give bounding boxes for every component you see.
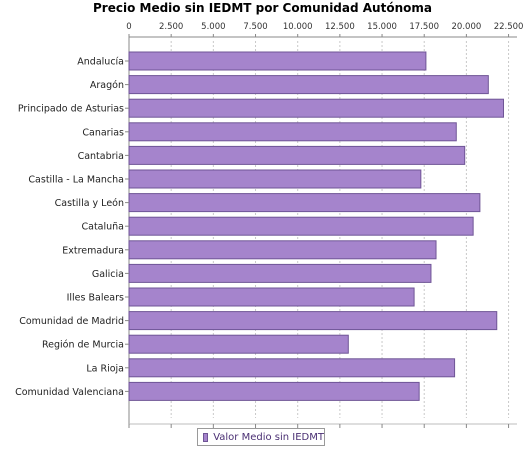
category-label: Castilla y León [55, 198, 124, 209]
chart-title: Precio Medio sin IEDMT por Comunidad Aut… [93, 1, 432, 15]
category-label: Illes Balears [67, 293, 124, 304]
bar [128, 98, 505, 118]
category-label: La Rioja [86, 363, 124, 374]
category-label: Andalucía [77, 57, 124, 68]
category-label: Comunidad de Madrid [19, 316, 124, 327]
x-tick-label: 2.500 [159, 22, 183, 32]
x-tick-label: 15.000 [367, 22, 397, 32]
x-tick-label: 7.500 [243, 22, 267, 32]
bar [128, 381, 420, 401]
bar [128, 216, 474, 236]
x-tick-label: 20.000 [452, 22, 482, 32]
bar [128, 240, 437, 260]
legend-swatch [203, 432, 209, 442]
bar [128, 193, 481, 213]
x-tick-label: 0 [126, 22, 131, 32]
x-tick-label: 12.500 [325, 22, 355, 32]
legend-label: Valor Medio sin IEDMT [213, 431, 324, 443]
category-label: Cantabria [78, 151, 124, 162]
bar [128, 287, 415, 307]
category-label: Canarias [82, 127, 124, 138]
legend: Valor Medio sin IEDMT [197, 428, 325, 446]
category-label: Región de Murcia [42, 340, 124, 351]
x-tick-label: 17.500 [409, 22, 439, 32]
bar [128, 358, 456, 378]
category-label: Comunidad Valenciana [15, 387, 124, 398]
x-tick-label: 5.000 [201, 22, 225, 32]
category-label: Cataluña [81, 222, 124, 233]
category-label: Principado de Asturias [18, 104, 124, 115]
x-tick-label: 10.000 [283, 22, 313, 32]
bar [128, 263, 432, 283]
x-tick-label: 22.500 [494, 22, 524, 32]
bar [128, 169, 422, 189]
category-label: Aragón [90, 80, 124, 91]
category-label: Galicia [92, 269, 124, 280]
bar [128, 51, 427, 71]
bar [128, 75, 489, 95]
bar [128, 145, 466, 165]
bar [128, 311, 498, 331]
category-label: Castilla - La Mancha [28, 175, 124, 186]
category-label: Extremadura [62, 245, 124, 256]
bar [128, 334, 349, 354]
bar [128, 122, 457, 142]
